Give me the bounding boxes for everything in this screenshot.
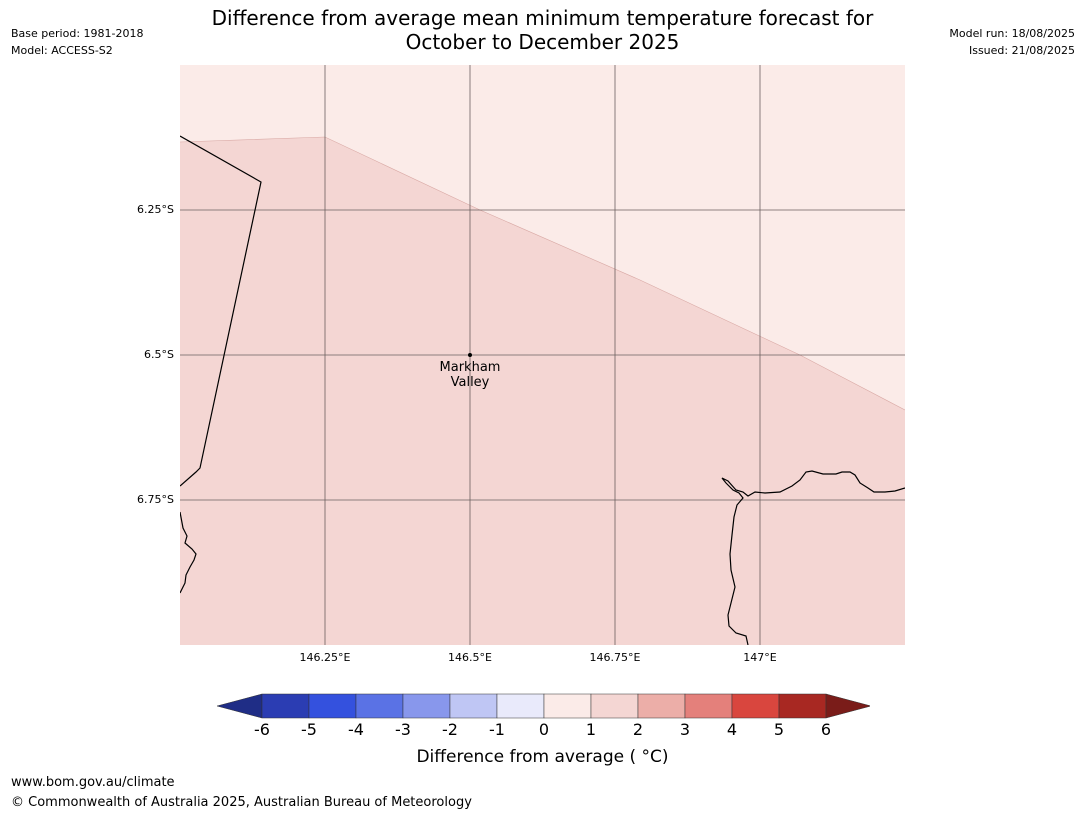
colorbar-graphic: [216, 693, 872, 719]
province-border: [180, 135, 262, 487]
map-canvas: [180, 65, 905, 645]
coastline-east: [721, 470, 905, 645]
colorbar-tick-label: -6: [254, 720, 270, 739]
footer-copyright: © Commonwealth of Australia 2025, Austra…: [11, 795, 472, 810]
x-tick-label: 146.25°E: [299, 651, 351, 664]
x-tick-label: 146.5°E: [448, 651, 492, 664]
colorbar-tick-label: 5: [773, 720, 785, 739]
colorbar-segment: [778, 693, 827, 719]
colorbar-tick-label: 2: [632, 720, 644, 739]
colorbar-label: Difference from average ( °C): [416, 747, 669, 767]
colorbar-segment: [261, 693, 310, 719]
colorbar-segment: [496, 693, 545, 719]
x-tick-label: 146.75°E: [589, 651, 641, 664]
issued-text: Issued: 21/08/2025: [968, 44, 1075, 57]
footer-url: www.bom.gov.au/climate: [11, 775, 175, 790]
coastline-west: [180, 511, 197, 594]
colorbar-tick-label: 3: [679, 720, 691, 739]
location-marker: [468, 353, 472, 357]
colorbar-tick-label: -5: [301, 720, 317, 739]
y-tick-label: 6.25°S: [137, 203, 174, 216]
colorbar: [215, 692, 872, 720]
colorbar-segment: [637, 693, 686, 719]
colorbar-segment: [308, 693, 357, 719]
metadata-right: Model run: 18/08/2025 Issued: 21/08/2025: [949, 25, 1075, 59]
colorbar-segment: [543, 693, 592, 719]
title-line-1: Difference from average mean minimum tem…: [211, 6, 874, 30]
colorbar-tick-label: -3: [395, 720, 411, 739]
colorbar-segment: [684, 693, 733, 719]
colorbar-extension-upper: [825, 693, 872, 719]
contour-line: [180, 136, 905, 411]
colorbar-tick-label: -1: [489, 720, 505, 739]
model-text: Model: ACCESS-S2: [11, 44, 113, 57]
colorbar-tick-label: -4: [348, 720, 364, 739]
forecast-map: [180, 65, 905, 645]
metadata-left: Base period: 1981-2018 Model: ACCESS-S2: [11, 25, 143, 59]
model-run-text: Model run: 18/08/2025: [949, 27, 1075, 40]
land-borders: [180, 135, 905, 645]
colorbar-tick-label: -2: [442, 720, 458, 739]
colorbar-extension-lower: [216, 693, 263, 719]
colorbar-segment: [449, 693, 498, 719]
colorbar-tick-label: 6: [820, 720, 832, 739]
place-label: Markham Valley: [420, 360, 520, 390]
page-title: Difference from average mean minimum tem…: [0, 6, 1085, 54]
anomaly-region-1-2: [180, 137, 905, 645]
y-tick-label: 6.5°S: [144, 348, 174, 361]
colorbar-tick-label: 0: [538, 720, 550, 739]
colorbar-tick-label: 1: [585, 720, 597, 739]
place-label-line-1: Markham: [439, 360, 501, 375]
base-period-text: Base period: 1981-2018: [11, 27, 144, 40]
y-tick-label: 6.75°S: [137, 493, 174, 506]
colorbar-segment: [731, 693, 780, 719]
x-tick-label: 147°E: [743, 651, 777, 664]
colorbar-segment: [590, 693, 639, 719]
colorbar-segment: [402, 693, 451, 719]
place-label-line-2: Valley: [450, 375, 490, 390]
title-line-2: October to December 2025: [405, 30, 680, 54]
colorbar-segment: [355, 693, 404, 719]
colorbar-tick-label: 4: [726, 720, 738, 739]
